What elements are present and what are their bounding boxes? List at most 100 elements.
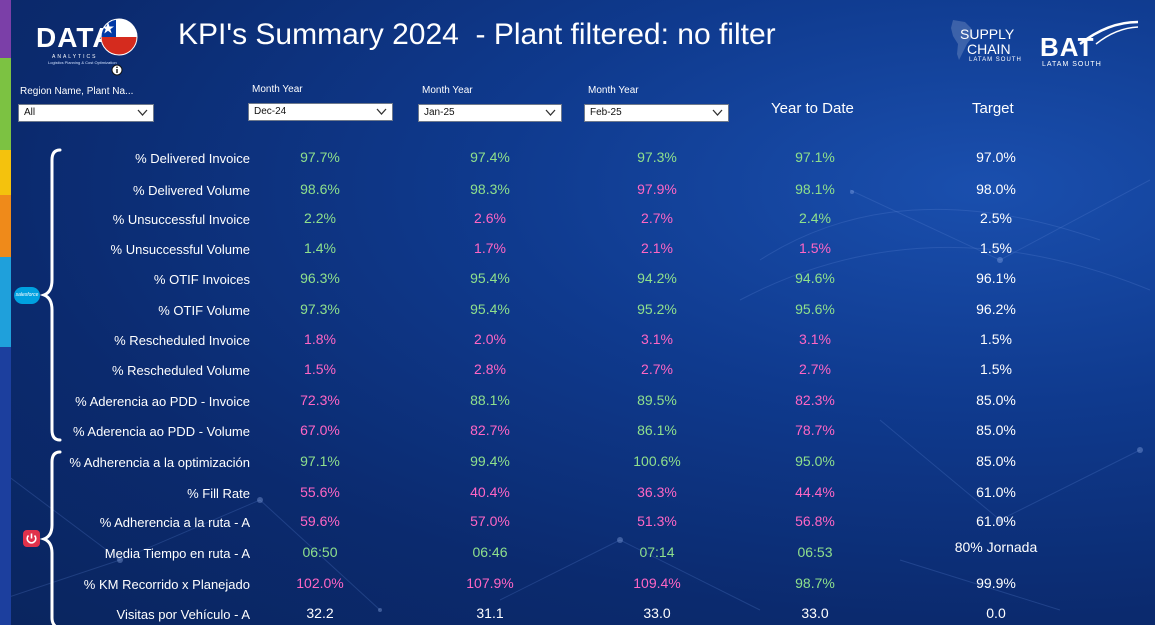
ytd-value-cell: 2.4% bbox=[799, 210, 831, 226]
column-header-ytd: Year to Date bbox=[771, 100, 854, 117]
page-title: KPI's Summary 2024 - Plant filtered: no … bbox=[178, 18, 776, 51]
kpi-label: % Rescheduled Invoice bbox=[114, 333, 250, 348]
month-value-cell: 97.4% bbox=[470, 149, 510, 165]
data-analytics-logo: DATA ANALYTICS Logistics Planning & Cost… bbox=[36, 18, 146, 78]
month-value-cell: 07:14 bbox=[639, 544, 675, 560]
month-value-cell: 96.3% bbox=[300, 270, 340, 286]
ytd-value-cell: 1.5% bbox=[799, 240, 831, 256]
kpi-label: % OTIF Volume bbox=[158, 303, 250, 318]
kpi-label: % Unsuccessful Invoice bbox=[112, 212, 250, 227]
month-value-cell: 82.7% bbox=[470, 422, 510, 438]
month-value-cell: 100.6% bbox=[633, 453, 681, 469]
column-header-target: Target bbox=[972, 100, 1014, 117]
kpi-label: % Unsuccessful Volume bbox=[110, 242, 250, 257]
month-value-cell: 98.3% bbox=[470, 181, 510, 197]
chevron-down-icon bbox=[545, 109, 556, 116]
month-value-cell: 107.9% bbox=[466, 575, 514, 591]
month-value-cell: 97.7% bbox=[300, 149, 340, 165]
month2-filter-dropdown[interactable]: Jan-25 bbox=[418, 104, 562, 122]
bat-swoosh-icon bbox=[1079, 20, 1139, 45]
ytd-value-cell: 56.8% bbox=[795, 513, 835, 529]
target-value-cell: 85.0% bbox=[976, 392, 1016, 408]
month-value-cell: 31.1 bbox=[476, 605, 504, 621]
month-value-cell: 2.0% bbox=[474, 331, 506, 347]
region-filter-label: Region Name, Plant Na... bbox=[20, 86, 134, 97]
target-value-cell: 85.0% bbox=[976, 453, 1016, 469]
target-value-cell: 96.1% bbox=[976, 270, 1016, 286]
bat-word: BAT bbox=[1040, 32, 1095, 62]
month-value-cell: 1.4% bbox=[304, 240, 336, 256]
region-filter-value: All bbox=[24, 107, 36, 118]
month-value-cell: 88.1% bbox=[470, 392, 510, 408]
target-value-cell: 99.9% bbox=[976, 575, 1016, 591]
kpi-label: % Adherencia a la optimización bbox=[69, 455, 250, 470]
month2-filter-value: Jan-25 bbox=[424, 107, 455, 118]
month3-filter-label: Month Year bbox=[588, 85, 639, 96]
region-filter-dropdown[interactable]: All bbox=[18, 104, 154, 122]
month-value-cell: 06:50 bbox=[302, 544, 338, 560]
ytd-value-cell: 33.0 bbox=[801, 605, 829, 621]
month3-filter-value: Feb-25 bbox=[590, 107, 622, 118]
month-value-cell: 102.0% bbox=[296, 575, 344, 591]
target-value-cell: 80% Jornada bbox=[954, 539, 1038, 555]
month-value-cell: 59.6% bbox=[300, 513, 340, 529]
chevron-down-icon bbox=[137, 109, 148, 116]
month-value-cell: 97.3% bbox=[637, 149, 677, 165]
month-value-cell: 2.8% bbox=[474, 361, 506, 377]
target-value-cell: 0.0 bbox=[986, 605, 1006, 621]
month2-filter-label: Month Year bbox=[422, 85, 473, 96]
month-value-cell: 33.0 bbox=[643, 605, 671, 621]
ytd-value-cell: 06:53 bbox=[797, 544, 833, 560]
chile-flag-icon bbox=[100, 18, 138, 56]
ytd-value-cell: 95.0% bbox=[795, 453, 835, 469]
month3-filter-dropdown[interactable]: Feb-25 bbox=[584, 104, 729, 122]
logo-data-tagline: Logistics Planning & Cost Optimization bbox=[48, 60, 117, 65]
target-value-cell: 1.5% bbox=[980, 361, 1012, 377]
supply-line1: SUPPLY bbox=[960, 26, 1015, 42]
ytd-value-cell: 97.1% bbox=[795, 149, 835, 165]
logo-data-sub: ANALYTICS bbox=[52, 54, 98, 60]
salesforce-logo: salesforce bbox=[14, 287, 40, 304]
month-value-cell: 32.2 bbox=[306, 605, 334, 621]
month-value-cell: 97.1% bbox=[300, 453, 340, 469]
ytd-value-cell: 2.7% bbox=[799, 361, 831, 377]
chevron-down-icon bbox=[712, 109, 723, 116]
supply-chain-logo: SUPPLY CHAIN LATAM SOUTH bbox=[945, 18, 1030, 66]
month-value-cell: 3.1% bbox=[641, 331, 673, 347]
chevron-down-icon bbox=[376, 108, 387, 115]
kpi-label: % OTIF Invoices bbox=[153, 272, 250, 287]
month-value-cell: 2.6% bbox=[474, 210, 506, 226]
month-value-cell: 2.1% bbox=[641, 240, 673, 256]
month-value-cell: 2.7% bbox=[641, 361, 673, 377]
kpi-label: % Rescheduled Volume bbox=[111, 363, 250, 378]
month-value-cell: 36.3% bbox=[637, 484, 677, 500]
ytd-value-cell: 98.7% bbox=[795, 575, 835, 591]
month-value-cell: 97.3% bbox=[300, 301, 340, 317]
ytd-value-cell: 98.1% bbox=[795, 181, 835, 197]
kpi-label: % Adherencia a la ruta - A bbox=[99, 515, 250, 530]
month-value-cell: 2.7% bbox=[641, 210, 673, 226]
month-value-cell: 55.6% bbox=[300, 484, 340, 500]
month-value-cell: 95.4% bbox=[470, 270, 510, 286]
info-icon[interactable] bbox=[111, 64, 123, 76]
month-value-cell: 72.3% bbox=[300, 392, 340, 408]
kpi-label: Visitas por Vehículo - A bbox=[116, 607, 250, 622]
month1-filter-dropdown[interactable]: Dec-24 bbox=[248, 103, 393, 121]
ytd-value-cell: 95.6% bbox=[795, 301, 835, 317]
supply-line3: LATAM SOUTH bbox=[969, 57, 1022, 63]
month-value-cell: 95.4% bbox=[470, 301, 510, 317]
kpi-label: % Delivered Volume bbox=[132, 183, 250, 198]
ytd-value-cell: 82.3% bbox=[795, 392, 835, 408]
ytd-value-cell: 44.4% bbox=[795, 484, 835, 500]
bat-sub: LATAM SOUTH bbox=[1042, 61, 1102, 68]
month-value-cell: 95.2% bbox=[637, 301, 677, 317]
month-value-cell: 97.9% bbox=[637, 181, 677, 197]
target-value-cell: 98.0% bbox=[976, 181, 1016, 197]
month-value-cell: 2.2% bbox=[304, 210, 336, 226]
ytd-value-cell: 3.1% bbox=[799, 331, 831, 347]
ytd-value-cell: 94.6% bbox=[795, 270, 835, 286]
latam-map-icon bbox=[951, 20, 973, 60]
kpi-label: % Delivered Invoice bbox=[135, 151, 250, 166]
month-value-cell: 06:46 bbox=[472, 544, 508, 560]
month-value-cell: 99.4% bbox=[470, 453, 510, 469]
